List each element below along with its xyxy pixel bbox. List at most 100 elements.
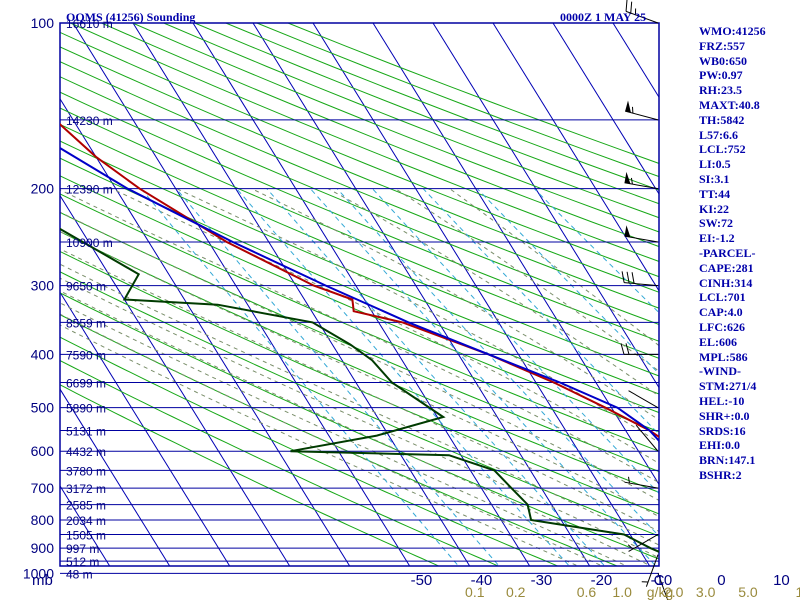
index-value: WMO:41256 bbox=[699, 24, 766, 38]
temperature-label: -20 bbox=[591, 572, 613, 589]
moist-adiabats bbox=[60, 188, 659, 566]
mixing-ratio-line bbox=[236, 188, 570, 566]
dry-adiabat bbox=[60, 140, 659, 395]
mixing-ratio-line bbox=[310, 188, 657, 566]
pressure-label: 600 bbox=[31, 443, 55, 459]
moist-adiabat bbox=[60, 302, 628, 566]
height-label: 3172 m bbox=[66, 482, 106, 496]
height-label: 10900 m bbox=[66, 236, 113, 250]
height-label: 2034 m bbox=[66, 514, 106, 528]
mixing-ratio-label: 5.0 bbox=[738, 584, 758, 600]
temperature-label: -40 bbox=[471, 572, 493, 589]
isotherm-line bbox=[372, 23, 659, 486]
index-value: SRDS:16 bbox=[699, 423, 746, 438]
pressure-label: 1000 bbox=[23, 565, 54, 581]
moist-adiabat bbox=[60, 248, 659, 532]
mixing-ratio-label: 0.1 bbox=[465, 584, 485, 600]
temperature-labels: mb-50-40-30-20-10010203040C bbox=[32, 572, 790, 589]
index-value: BRN:147.1 bbox=[699, 453, 756, 468]
isobar-lines bbox=[60, 22, 659, 574]
dry-adiabat bbox=[60, 336, 559, 566]
mixing-ratio-label: 0.6 bbox=[577, 584, 597, 600]
index-value: WB0:650 bbox=[699, 53, 747, 68]
pressure-label: 400 bbox=[31, 346, 55, 362]
moist-adiabat bbox=[327, 188, 659, 397]
mixing-ratio-line bbox=[533, 188, 659, 314]
moist-adiabat bbox=[251, 188, 659, 421]
moist-adiabat bbox=[60, 189, 659, 484]
height-label: 3780 m bbox=[66, 464, 106, 478]
profile-line bbox=[60, 122, 659, 439]
height-label: 8559 m bbox=[66, 316, 106, 330]
dry-adiabat bbox=[60, 250, 659, 515]
index-value: EI:-1.2 bbox=[699, 231, 735, 246]
moist-adiabat bbox=[111, 188, 659, 464]
temperature-label: 10 bbox=[773, 572, 790, 589]
index-value: SHR+:0.0 bbox=[699, 408, 750, 423]
temperature-label: 0 bbox=[717, 572, 725, 589]
height-label: 512 m bbox=[66, 555, 99, 569]
mixing-ratio-label: 0.2 bbox=[506, 584, 526, 600]
dry-adiabat bbox=[70, 23, 659, 262]
index-value: STM:271/4 bbox=[699, 379, 757, 394]
plot-frame bbox=[59, 22, 660, 567]
chart-title-right: 0000Z 1 MAY 25 bbox=[560, 10, 646, 24]
moist-adiabat bbox=[395, 188, 659, 372]
dry-adiabat bbox=[60, 175, 659, 433]
height-label: 5131 m bbox=[66, 424, 106, 438]
dry-adiabat bbox=[60, 292, 659, 560]
height-label: 6699 m bbox=[66, 376, 106, 390]
temperature-label: -10 bbox=[651, 572, 673, 589]
isotherm-line bbox=[132, 23, 471, 566]
index-value: RH:23.5 bbox=[699, 83, 742, 98]
isotherm-line bbox=[60, 388, 171, 566]
index-value: -WIND- bbox=[699, 364, 741, 379]
temperature-label: -50 bbox=[411, 572, 433, 589]
wind-barb bbox=[624, 171, 659, 190]
wind-barb bbox=[641, 554, 659, 587]
index-value: CINH:314 bbox=[699, 275, 753, 290]
height-label: 16610 m bbox=[66, 17, 113, 31]
moist-adiabat bbox=[60, 263, 659, 546]
index-value: LCL:701 bbox=[699, 290, 746, 305]
moist-adiabat bbox=[60, 290, 653, 566]
dry-adiabat bbox=[60, 384, 440, 566]
mixing-ratio-label: 10.0 bbox=[795, 584, 800, 600]
wind-barb bbox=[624, 476, 659, 489]
index-value: MAXT:40.8 bbox=[699, 98, 760, 112]
mixing-ratio-line bbox=[175, 188, 500, 566]
height-label: 2585 m bbox=[66, 499, 106, 513]
mixing-ratio-label: 1.0 bbox=[612, 584, 632, 600]
pressure-label: 900 bbox=[31, 540, 55, 556]
profile-line bbox=[60, 146, 659, 443]
dry-adiabat bbox=[60, 91, 659, 342]
sounding-profiles bbox=[60, 122, 659, 553]
index-value: -PARCEL- bbox=[699, 246, 756, 260]
wind-barb bbox=[625, 0, 659, 24]
index-value: EL:606 bbox=[699, 334, 738, 349]
height-label: 48 m bbox=[66, 567, 93, 581]
moist-adiabat bbox=[449, 188, 659, 347]
index-value: SW:72 bbox=[699, 216, 734, 231]
moist-adiabat bbox=[60, 211, 659, 501]
wind-barb bbox=[627, 534, 659, 552]
dry-adiabat bbox=[60, 271, 659, 537]
pressure-label: 700 bbox=[31, 480, 55, 496]
mixing-ratio-line bbox=[140, 188, 460, 566]
isotherm-line bbox=[432, 23, 659, 389]
pressure-label: 500 bbox=[31, 400, 55, 416]
dry-adiabat bbox=[60, 76, 659, 326]
height-labels: 16610 m 14230 m 12390 m 10900 m 9650 m 8559 m… bbox=[66, 17, 113, 581]
index-value: CAPE:281 bbox=[699, 260, 754, 275]
dry-adiabat bbox=[60, 46, 659, 293]
moist-adiabat bbox=[60, 231, 659, 518]
isotherm-line bbox=[0, 23, 1, 585]
dry-adiabat bbox=[60, 314, 619, 566]
height-label: 12390 m bbox=[66, 183, 113, 197]
dry-adiabat bbox=[60, 211, 659, 473]
dry-adiabat bbox=[60, 157, 659, 414]
index-value: BSHR:2 bbox=[699, 468, 742, 482]
dry-adiabats bbox=[60, 23, 659, 566]
dry-adiabat bbox=[60, 31, 659, 278]
wind-barb bbox=[628, 390, 659, 409]
